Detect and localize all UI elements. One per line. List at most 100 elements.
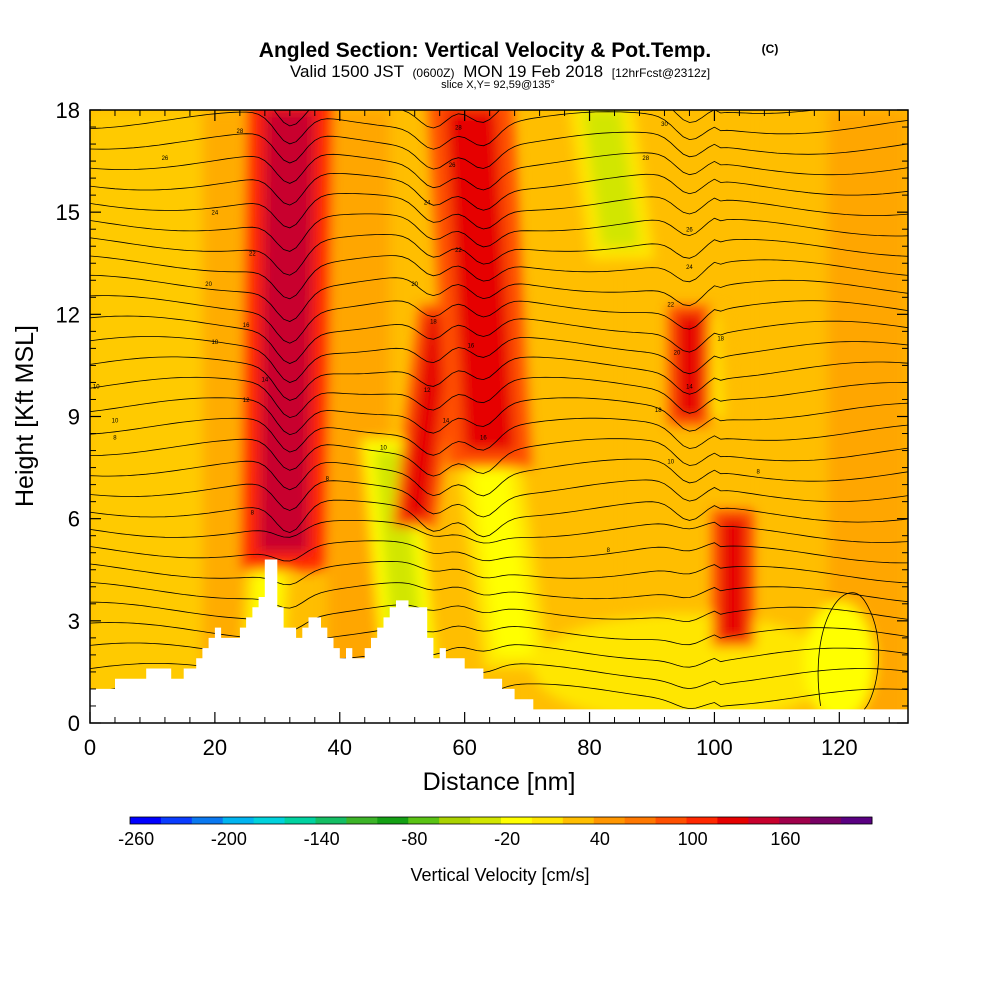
colorbar-swatch	[562, 817, 595, 824]
colorbar-swatch	[655, 817, 687, 824]
y-tick-label: 18	[56, 98, 80, 123]
x-tick-label: 80	[577, 735, 601, 760]
colorbar-swatch	[531, 817, 564, 824]
background-shade-0	[90, 110, 203, 723]
colorbar-swatch	[130, 817, 162, 824]
y-tick-label: 6	[68, 507, 80, 532]
chart-title-mark: (C)	[762, 42, 779, 56]
contour-label: 10	[112, 418, 119, 424]
isentrope-21	[90, 255, 908, 300]
contour-label: 24	[424, 200, 431, 206]
contour-label: 24	[686, 265, 693, 271]
isentrope-26	[90, 152, 908, 191]
contour-label: 18	[212, 340, 219, 346]
x-axis-label: Distance [nm]	[423, 768, 576, 796]
colorbar-tick-label: 40	[590, 829, 610, 849]
contour-label: 22	[667, 303, 674, 309]
colorbar-tick-label: -20	[494, 829, 520, 849]
y-tick-label: 3	[68, 609, 80, 634]
isentrope-22	[90, 233, 908, 276]
isentrope-4	[90, 601, 908, 632]
contour-label: 14	[443, 418, 450, 424]
low-level-pool	[533, 613, 834, 723]
contour-label: 22	[455, 248, 462, 254]
contour-label: 26	[449, 163, 456, 169]
isentrope-3	[90, 622, 908, 653]
colorbar-swatch	[346, 817, 378, 824]
colorbar-swatch	[810, 817, 842, 824]
subtitle-forecast: [12hrFcst@2312z]	[612, 66, 710, 80]
contour-label: 26	[162, 156, 169, 162]
colorbar-swatch	[779, 817, 811, 824]
contour-label: 16	[468, 343, 475, 349]
contour-label: 12	[424, 388, 431, 394]
colorbar-swatch	[593, 817, 626, 824]
isentrope-7	[90, 540, 908, 564]
colorbar-swatch	[686, 817, 718, 824]
x-tick-label: 20	[203, 735, 227, 760]
colorbar-swatch	[222, 817, 255, 824]
y-tick-label: 15	[56, 200, 80, 225]
isentrope-12	[90, 438, 908, 477]
isentrope-27	[90, 131, 908, 170]
y-tick-label: 12	[56, 302, 80, 327]
x-axis: 0 20 40 60 80 100 120	[84, 110, 890, 760]
x-tick-label: 60	[452, 735, 476, 760]
isentrope-14	[90, 397, 908, 436]
colorbar-swatch	[624, 817, 657, 824]
isentrope-23	[90, 213, 908, 252]
contour-label: 20	[674, 350, 681, 356]
y-axis: 0 3 6 9 12 15 18	[56, 98, 908, 736]
contour-label: 10	[667, 459, 674, 465]
subtitle-date: MON 19 Feb 2018	[463, 62, 603, 81]
terrain-mask	[90, 559, 908, 723]
isentrope-9	[90, 499, 908, 538]
isentrope-6	[90, 560, 908, 586]
isentrope-18	[90, 315, 908, 364]
colorbar-swatch	[439, 817, 471, 824]
contour-label: 8	[113, 435, 117, 441]
colorbar-tick-label: -200	[211, 829, 247, 849]
isentrope-28	[90, 111, 908, 150]
colorbar-tick-label: -80	[401, 829, 427, 849]
contour-label: 10	[380, 446, 387, 452]
closed-contour	[817, 592, 880, 710]
colorbar-swatch	[284, 817, 316, 824]
colorbar-swatch	[253, 817, 286, 824]
colorbar-swatch	[377, 817, 409, 824]
contour-label: 26	[686, 228, 693, 234]
contour-label: 28	[455, 126, 462, 132]
colorbar-swatch	[160, 817, 193, 824]
contour-label: 28	[237, 129, 244, 135]
subtitle-utc: (0600Z)	[412, 66, 454, 80]
isentrope-15	[90, 376, 908, 419]
updraft-4	[720, 518, 746, 638]
isentrope-25	[90, 172, 908, 211]
low-level-pool-2	[804, 601, 875, 722]
colorbar-swatch	[191, 817, 224, 824]
contour-label: 8	[326, 476, 330, 482]
isentrope-17	[90, 336, 908, 383]
colorbar-swatch	[748, 817, 780, 824]
contour-label: 8	[251, 510, 255, 516]
contour-labels: 8 8 8 8 8 10 10 10 10 12 12 14 14 14 16 16 16 18 18 18 18 20 2…	[93, 122, 761, 554]
contour-label: 8	[607, 548, 611, 554]
contour-label: 30	[661, 122, 668, 128]
x-tick-label: 120	[821, 735, 858, 760]
isentrope-5	[90, 582, 908, 609]
updraft-0	[258, 110, 315, 553]
x-tick-label: 0	[84, 735, 96, 760]
contour-label: 8	[756, 469, 760, 475]
contour-label: 12	[243, 398, 250, 404]
contour-label: 22	[249, 252, 256, 258]
isentrope-8	[90, 520, 908, 544]
colorbar-swatch	[408, 817, 440, 824]
colorbar-swatch	[470, 817, 502, 824]
subtitle-valid: Valid 1500 JST	[290, 62, 404, 81]
isentrope-11	[90, 458, 908, 497]
isentrope-24	[90, 192, 908, 230]
contour-label: 10	[93, 384, 100, 390]
contour-label: 14	[261, 378, 268, 384]
colorbar-tick-label: 100	[678, 829, 708, 849]
